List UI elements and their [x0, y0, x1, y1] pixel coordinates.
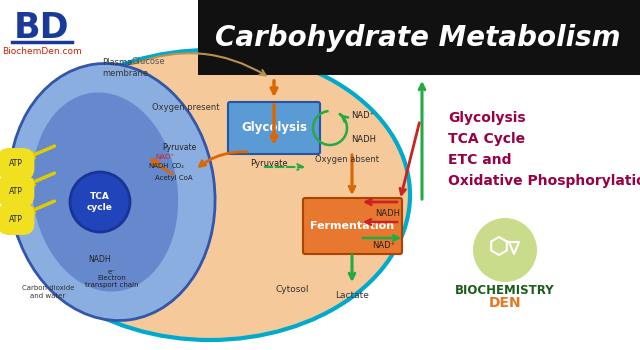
Text: Electron
transport chain: Electron transport chain: [85, 275, 139, 288]
Text: Plasma
membrane: Plasma membrane: [102, 58, 148, 78]
Text: ATP: ATP: [9, 187, 23, 196]
Text: ETC and: ETC and: [448, 153, 511, 167]
Text: Glycolysis: Glycolysis: [448, 111, 525, 125]
Text: Glucose: Glucose: [132, 57, 166, 66]
Text: NAD⁺: NAD⁺: [155, 154, 174, 160]
Text: TCA Cycle: TCA Cycle: [448, 132, 525, 146]
Text: CO₂: CO₂: [172, 163, 185, 169]
Text: NADH: NADH: [148, 163, 168, 169]
Circle shape: [473, 218, 537, 282]
Ellipse shape: [9, 63, 215, 321]
Text: Cytosol: Cytosol: [275, 286, 308, 294]
Text: Oxidative Phosphorylation: Oxidative Phosphorylation: [448, 174, 640, 188]
Text: BIOCHEMISTRY: BIOCHEMISTRY: [455, 284, 555, 296]
Text: Acetyl CoA: Acetyl CoA: [155, 175, 193, 181]
Text: ATP: ATP: [9, 160, 23, 168]
Text: NAD⁺: NAD⁺: [351, 112, 374, 120]
Text: DEN: DEN: [489, 296, 522, 310]
Text: NADH: NADH: [89, 256, 111, 265]
Text: Lactate: Lactate: [335, 290, 369, 300]
Text: Carbon dioxide
and water: Carbon dioxide and water: [22, 286, 74, 299]
Text: NAD⁺: NAD⁺: [372, 241, 396, 251]
Text: Carbohydrate Metabolism: Carbohydrate Metabolism: [215, 24, 621, 52]
Text: e⁻: e⁻: [108, 269, 116, 275]
Ellipse shape: [32, 92, 178, 292]
Text: Pyruvate: Pyruvate: [162, 142, 196, 152]
Text: Fermentation: Fermentation: [310, 221, 395, 231]
FancyBboxPatch shape: [228, 102, 320, 154]
Bar: [198, 0, 640, 75]
Text: Oxygen absent: Oxygen absent: [315, 155, 379, 164]
Text: BiochemDen.com: BiochemDen.com: [2, 47, 82, 56]
Text: Pyruvate: Pyruvate: [250, 160, 287, 168]
Circle shape: [70, 172, 130, 232]
FancyBboxPatch shape: [303, 198, 402, 254]
Ellipse shape: [10, 50, 410, 340]
Text: Glycolysis: Glycolysis: [241, 121, 307, 134]
Text: TCA
cycle: TCA cycle: [87, 192, 113, 212]
Text: NADH: NADH: [376, 210, 401, 218]
Text: Oxygen present: Oxygen present: [152, 104, 220, 112]
Text: BD: BD: [14, 11, 70, 45]
Text: NADH: NADH: [351, 135, 376, 145]
Text: ATP: ATP: [9, 215, 23, 224]
